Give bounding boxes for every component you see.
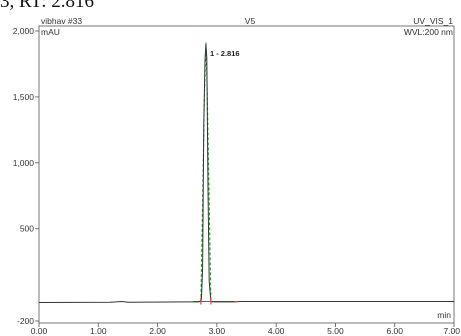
header-left: vibhav #33 [41, 16, 82, 26]
caption-text: 3, RT: 2.816 [0, 0, 94, 12]
chromatogram-trace [38, 44, 454, 303]
wavelength-label: WVL:200 nm [404, 27, 453, 37]
y-axis-unit-label: mAU [41, 27, 60, 37]
x-axis: 0.00 1.00 2.00 3.00 4.00 5.00 6.00 7.00 [31, 323, 460, 336]
peak-label: 1 - 2.816 [210, 49, 240, 58]
x-tick-label: 4.00 [268, 326, 285, 336]
plot-frame [38, 25, 455, 324]
x-tick-label: 5.00 [327, 326, 344, 336]
x-axis-unit-label: min [437, 310, 451, 320]
header-center: V5 [245, 16, 256, 26]
y-tick-label: 2,000 [13, 26, 35, 36]
x-tick-label: 0.00 [31, 326, 48, 336]
x-tick-label: 7.00 [443, 326, 460, 336]
x-tick-label: 3.00 [209, 326, 226, 336]
header-right: UV_VIS_1 [413, 16, 453, 26]
y-tick-label: 500 [20, 224, 34, 234]
y-tick-label: 1,500 [13, 92, 35, 102]
x-tick-label: 6.00 [386, 326, 403, 336]
series-group [38, 42, 454, 305]
x-tick-label: 1.00 [90, 326, 107, 336]
y-tick-label: -200 [17, 316, 34, 326]
peak-annotations: 1 - 2.816 [210, 49, 240, 58]
y-tick-label: 1,000 [13, 158, 35, 168]
y-axis: 2,000 1,500 1,000 500 -200 [13, 26, 39, 326]
x-tick-label: 2.00 [149, 326, 166, 336]
